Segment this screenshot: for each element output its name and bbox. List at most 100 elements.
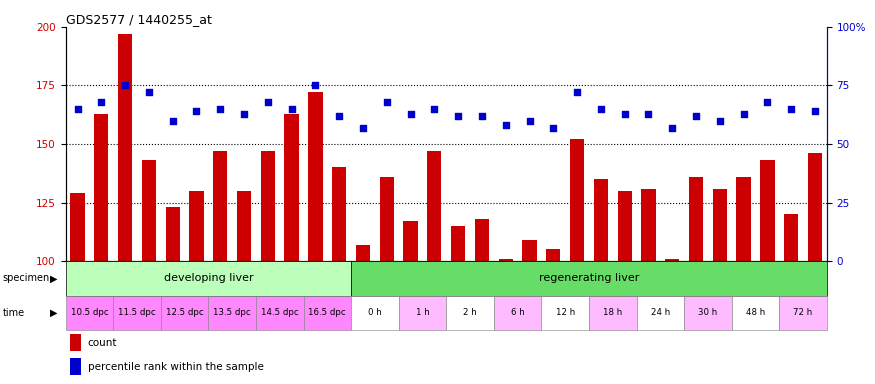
Point xyxy=(214,106,228,112)
Text: 72 h: 72 h xyxy=(794,308,813,318)
Bar xyxy=(161,296,208,330)
Bar xyxy=(308,93,323,261)
Bar xyxy=(493,296,542,330)
Text: specimen: specimen xyxy=(3,273,50,283)
Point xyxy=(713,118,727,124)
Bar xyxy=(732,296,780,330)
Bar xyxy=(546,250,561,261)
Bar xyxy=(808,153,822,261)
Point xyxy=(784,106,798,112)
Point xyxy=(689,113,703,119)
Text: GDS2577 / 1440255_at: GDS2577 / 1440255_at xyxy=(66,13,212,26)
Point xyxy=(594,106,608,112)
Text: 11.5 dpc: 11.5 dpc xyxy=(118,308,156,318)
Bar xyxy=(641,189,655,261)
Text: regenerating liver: regenerating liver xyxy=(539,273,639,283)
Bar xyxy=(570,139,584,261)
Text: 12.5 dpc: 12.5 dpc xyxy=(165,308,203,318)
Text: 18 h: 18 h xyxy=(603,308,622,318)
Text: 24 h: 24 h xyxy=(651,308,670,318)
Text: ▶: ▶ xyxy=(50,273,58,283)
Bar xyxy=(66,261,351,296)
Text: 13.5 dpc: 13.5 dpc xyxy=(214,308,251,318)
Bar xyxy=(189,191,204,261)
Point xyxy=(380,99,394,105)
Point xyxy=(641,111,655,117)
Point xyxy=(452,113,466,119)
Text: percentile rank within the sample: percentile rank within the sample xyxy=(88,362,263,372)
Point xyxy=(522,118,536,124)
Point xyxy=(261,99,275,105)
Point xyxy=(284,106,298,112)
Bar xyxy=(589,296,637,330)
Bar xyxy=(142,161,156,261)
Bar xyxy=(165,207,180,261)
Point xyxy=(237,111,251,117)
Bar xyxy=(284,114,298,261)
Bar xyxy=(618,191,632,261)
Bar xyxy=(356,245,370,261)
Point xyxy=(118,83,132,89)
Text: 12 h: 12 h xyxy=(556,308,575,318)
Point xyxy=(546,124,560,131)
Bar xyxy=(208,296,256,330)
Bar xyxy=(261,151,275,261)
Bar xyxy=(351,296,399,330)
Bar xyxy=(237,191,251,261)
Bar xyxy=(332,167,346,261)
Bar xyxy=(446,296,493,330)
Point xyxy=(71,106,85,112)
Text: 10.5 dpc: 10.5 dpc xyxy=(71,308,108,318)
Bar xyxy=(780,296,827,330)
Point xyxy=(165,118,179,124)
Text: 6 h: 6 h xyxy=(511,308,524,318)
Point xyxy=(475,113,489,119)
Bar xyxy=(214,151,228,261)
Point xyxy=(142,89,156,96)
Point xyxy=(570,89,584,96)
Point xyxy=(808,108,822,114)
Text: 16.5 dpc: 16.5 dpc xyxy=(309,308,347,318)
Point xyxy=(499,122,513,128)
Bar xyxy=(70,193,85,261)
Bar xyxy=(760,161,774,261)
Point xyxy=(618,111,632,117)
Text: 14.5 dpc: 14.5 dpc xyxy=(261,308,298,318)
Bar xyxy=(594,179,608,261)
Point xyxy=(94,99,108,105)
Bar xyxy=(399,296,446,330)
Point xyxy=(427,106,441,112)
Bar xyxy=(451,226,466,261)
Point xyxy=(760,99,774,105)
Bar xyxy=(66,296,113,330)
Text: 2 h: 2 h xyxy=(463,308,477,318)
Point xyxy=(356,124,370,131)
Bar xyxy=(70,358,80,375)
Point xyxy=(737,111,751,117)
Bar xyxy=(499,259,513,261)
Bar xyxy=(94,114,108,261)
Bar xyxy=(737,177,751,261)
Bar xyxy=(403,221,417,261)
Bar xyxy=(637,296,684,330)
Text: time: time xyxy=(3,308,24,318)
Bar xyxy=(380,177,394,261)
Bar xyxy=(542,296,589,330)
Point xyxy=(190,108,204,114)
Text: count: count xyxy=(88,338,117,348)
Bar xyxy=(256,296,304,330)
Text: 1 h: 1 h xyxy=(416,308,430,318)
Text: 48 h: 48 h xyxy=(746,308,765,318)
Text: 0 h: 0 h xyxy=(368,308,382,318)
Bar xyxy=(689,177,704,261)
Bar xyxy=(118,34,132,261)
Bar xyxy=(70,334,80,351)
Bar xyxy=(351,261,827,296)
Bar xyxy=(713,189,727,261)
Bar xyxy=(665,259,679,261)
Bar xyxy=(113,296,161,330)
Text: ▶: ▶ xyxy=(50,308,58,318)
Text: developing liver: developing liver xyxy=(164,273,253,283)
Point xyxy=(332,113,346,119)
Bar xyxy=(304,296,351,330)
